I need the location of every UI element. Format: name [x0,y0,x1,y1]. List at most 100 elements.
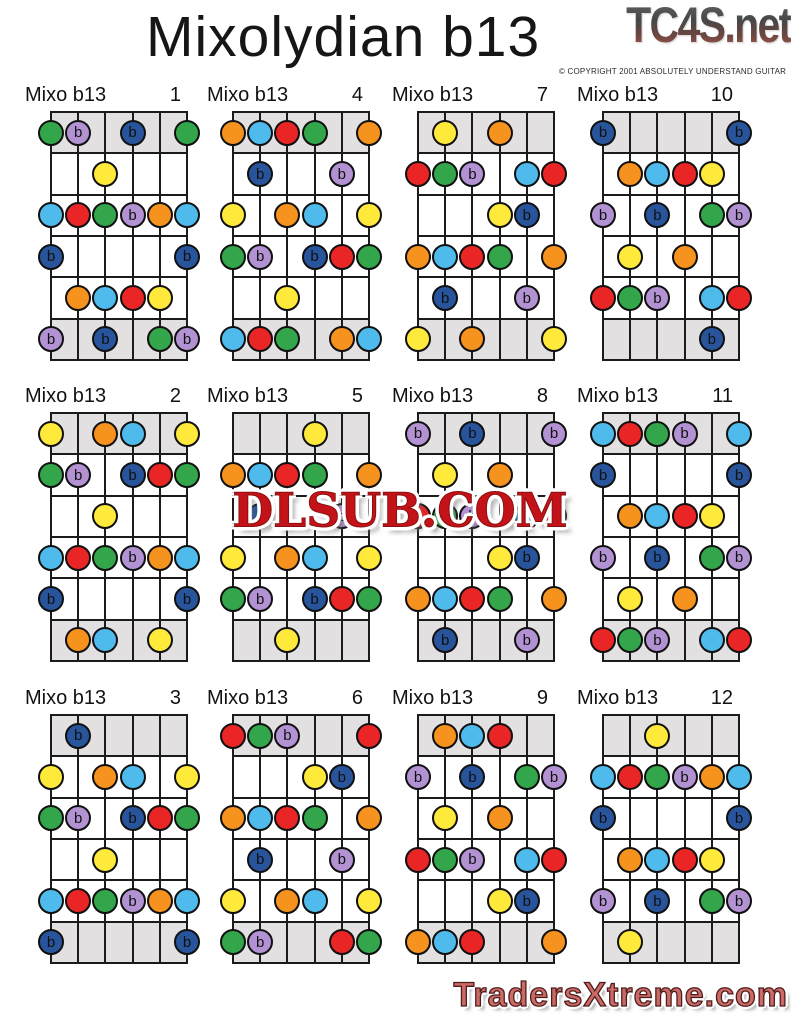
fret-line [232,660,370,662]
note-dot-L [247,462,274,488]
note-dot-O [486,119,513,146]
note-dot-R [274,119,301,146]
note-dot-R [671,503,698,530]
string-line [602,412,604,662]
note-dot-O [274,888,301,914]
string-line [602,714,604,964]
note-dot-B-flat: b [65,722,92,749]
note-dot-R [671,846,698,873]
note-dot-O [220,119,246,146]
brand-logo: TC4S.net [626,0,791,53]
note-dot-R [405,503,431,530]
note-dot-B-flat: b [328,764,355,790]
note-dot-G [38,119,64,146]
note-dot-R [119,285,146,311]
note-dot-G [486,243,513,270]
note-dot-R [590,627,616,654]
footer-site-text: TradersXtreme.com [453,975,788,1014]
note-dot-O [356,462,382,488]
note-dot-G [247,722,274,749]
note-dot-R [726,627,752,654]
fret-line [232,359,370,361]
note-dot-O [146,202,173,229]
note-dot-L [459,722,486,749]
note-dot-G [356,243,382,270]
note-dot-O [328,326,355,353]
note-dot-P-flat: b [174,326,200,353]
note-dot-P-flat: b [274,722,301,749]
fret-line [602,317,740,320]
fret-line [50,359,188,361]
note-dot-B-flat: b [726,805,752,832]
fret-line [50,276,188,279]
note-dot-L [698,285,725,311]
note-dot-R [65,202,92,229]
fret-line [417,152,555,155]
note-dot-R [405,846,431,873]
fret-line [232,838,370,840]
string-line [50,412,52,662]
note-dot-O [356,119,382,146]
string-line [186,111,188,361]
string-line [186,714,188,964]
shaded-fret-row [233,619,369,661]
fret-line [417,660,555,662]
note-dot-G [432,161,459,187]
note-dot-Y [92,503,119,530]
fretboard-diagram-7: Mixo b13 7 b b b b [392,84,580,374]
string-line [553,111,555,361]
note-dot-O [146,544,173,571]
fret-line [232,577,370,580]
string-line [656,714,659,964]
fretboard-diagram-4: Mixo b13 4 b b b b [207,84,395,374]
fretboard-diagram-8: Mixo b13 8 b b b b b b b [392,385,580,675]
note-dot-G [38,805,64,832]
note-dot-Y [356,888,382,914]
note-dot-O [698,764,725,790]
string-line [710,714,713,964]
note-dot-L [301,544,328,571]
diagram-label: Mixo b13 [25,84,107,106]
note-dot-L [432,586,459,612]
string-line [710,111,713,361]
string-line [498,412,501,662]
note-dot-L [220,326,246,353]
string-line [313,714,316,964]
fret-line [50,714,188,716]
fret-line [602,577,740,580]
string-line [131,714,134,964]
string-line [313,412,316,662]
fret-line [602,453,740,456]
note-dot-B-flat: b [301,243,328,270]
string-line [471,714,474,964]
note-dot-B-flat: b [247,846,274,873]
note-dot-O [405,586,431,612]
fret-line [602,755,740,758]
fret-line [232,412,370,414]
note-dot-G [698,544,725,571]
note-dot-L [174,544,200,571]
diagram-label: Mixo b13 [207,385,289,407]
note-dot-B-flat: b [698,326,725,353]
string-line [340,714,343,964]
note-dot-B-flat: b [644,544,671,571]
note-dot-P-flat: b [590,544,616,571]
note-dot-G [220,929,246,956]
note-dot-O [541,243,567,270]
fretboard-diagram-9: Mixo b13 9 b b b b b [392,687,580,977]
fret-line [602,920,740,923]
note-dot-O [541,929,567,956]
string-line [498,111,501,361]
fretboard-diagram-2: Mixo b13 2 b b b b b [25,385,213,675]
diagram-position-number: 4 [351,84,363,106]
diagram-label: Mixo b13 [577,687,659,709]
note-dot-P-flat: b [119,888,146,914]
note-dot-L [432,929,459,956]
diagram-label: Mixo b13 [392,385,474,407]
fret-line [232,920,370,923]
shaded-fret-row [233,413,369,455]
note-dot-P-flat: b [644,627,671,654]
note-dot-L [92,627,119,654]
